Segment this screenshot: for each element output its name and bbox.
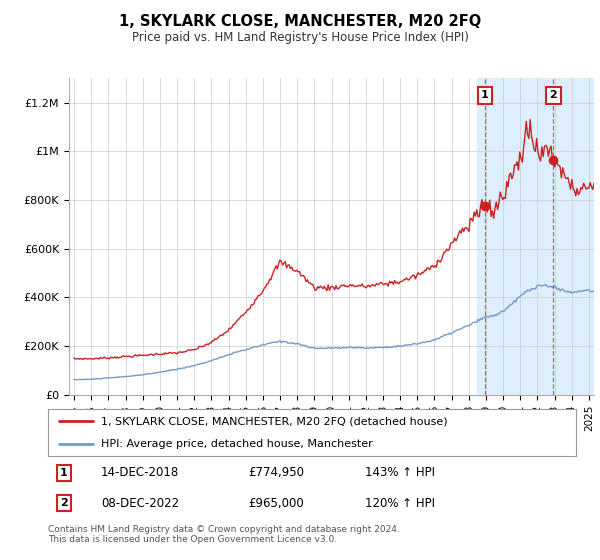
Text: Contains HM Land Registry data © Crown copyright and database right 2024.
This d: Contains HM Land Registry data © Crown c… bbox=[48, 525, 400, 544]
Text: £774,950: £774,950 bbox=[248, 466, 305, 479]
Text: 1: 1 bbox=[481, 90, 489, 100]
Text: 2: 2 bbox=[550, 90, 557, 100]
Text: 08-DEC-2022: 08-DEC-2022 bbox=[101, 497, 179, 510]
Text: 1, SKYLARK CLOSE, MANCHESTER, M20 2FQ (detached house): 1, SKYLARK CLOSE, MANCHESTER, M20 2FQ (d… bbox=[101, 416, 448, 426]
Text: 1, SKYLARK CLOSE, MANCHESTER, M20 2FQ: 1, SKYLARK CLOSE, MANCHESTER, M20 2FQ bbox=[119, 14, 481, 29]
Text: Price paid vs. HM Land Registry's House Price Index (HPI): Price paid vs. HM Land Registry's House … bbox=[131, 31, 469, 44]
Text: 14-DEC-2018: 14-DEC-2018 bbox=[101, 466, 179, 479]
Text: 143% ↑ HPI: 143% ↑ HPI bbox=[365, 466, 435, 479]
Text: 2: 2 bbox=[60, 498, 68, 508]
Text: 1: 1 bbox=[60, 468, 68, 478]
Text: 120% ↑ HPI: 120% ↑ HPI bbox=[365, 497, 435, 510]
Bar bbox=[478, 78, 599, 395]
Text: £965,000: £965,000 bbox=[248, 497, 304, 510]
Text: HPI: Average price, detached house, Manchester: HPI: Average price, detached house, Manc… bbox=[101, 439, 373, 449]
